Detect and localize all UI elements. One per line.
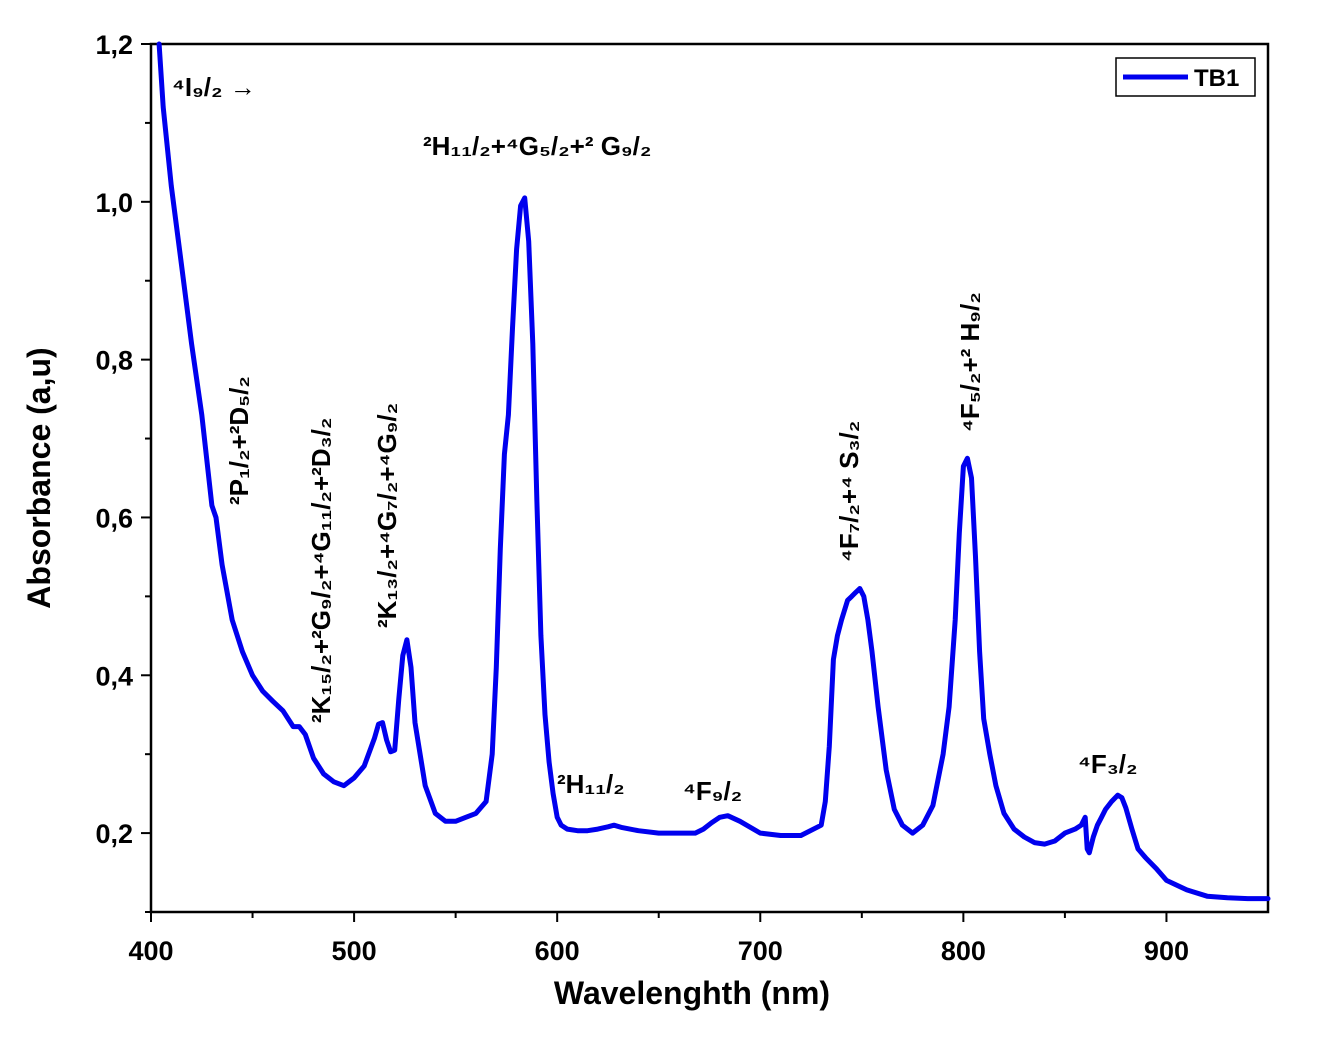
annotation-4i9-2: ⁴I₉/₂ → — [172, 72, 256, 102]
x-tick-label: 500 — [332, 936, 377, 966]
plot-frame — [149, 42, 1270, 914]
y-tick-label: 0,6 — [95, 503, 133, 533]
annotation-2k15-2-group: ²K₁₅/₂+²G₉/₂+⁴G₁₁/₂+²D₃/₂ — [306, 418, 336, 723]
annotation-2h11-2: ²H₁₁/₂ — [557, 769, 625, 799]
y-tick-label: 0,2 — [95, 819, 133, 849]
x-tick-label: 600 — [535, 936, 580, 966]
annotation-2k13-2-group: ²K₁₃/₂+⁴G₇/₂+⁴G₉/₂ — [372, 403, 402, 628]
y-tick-label: 0,8 — [95, 346, 133, 376]
x-axis-title: Wavelenghth (nm) — [554, 975, 830, 1011]
y-tick-label: 0,4 — [95, 661, 133, 691]
x-tick-labels: 400 500 600 700 800 900 — [128, 936, 1189, 966]
x-tick-label: 400 — [128, 936, 173, 966]
series-line-TB1 — [156, 41, 1271, 902]
y-tick-label: 1,0 — [95, 188, 133, 218]
annotation-4f7-2-4s3-2: ⁴F₇/₂+⁴ S₃/₂ — [834, 421, 864, 562]
annotations: ⁴I₉/₂ → ²P₁/₂+²D₅/₂ ²K₁₅/₂+²G₉/₂+⁴G₁₁/₂+… — [172, 72, 1138, 806]
legend: TB1 — [1115, 57, 1256, 97]
y-tick-labels: 0,2 0,4 0,6 0,8 1,0 1,2 — [95, 30, 133, 849]
annotation-4f9-2: ⁴F₉/₂ — [683, 776, 742, 806]
annotation-2h11-2-4g5-2-2g9-2: ²H₁₁/₂+⁴G₅/₂+² G₉/₂ — [423, 131, 651, 161]
annotation-4f3-2: ⁴F₃/₂ — [1078, 749, 1138, 779]
x-tick-label: 700 — [738, 936, 783, 966]
annotation-4f5-2-2h9-2: ⁴F₅/₂+² H₉/₂ — [955, 292, 985, 432]
x-tick-label: 900 — [1144, 936, 1189, 966]
legend-label: TB1 — [1194, 65, 1239, 92]
x-tick-label: 800 — [941, 936, 986, 966]
y-axis-title: Absorbance (a,u) — [21, 347, 57, 608]
axis-ticks — [141, 43, 1168, 922]
y-tick-label: 1,2 — [95, 30, 133, 60]
annotation-2p1-2-2d5-2: ²P₁/₂+²D₅/₂ — [224, 376, 254, 505]
